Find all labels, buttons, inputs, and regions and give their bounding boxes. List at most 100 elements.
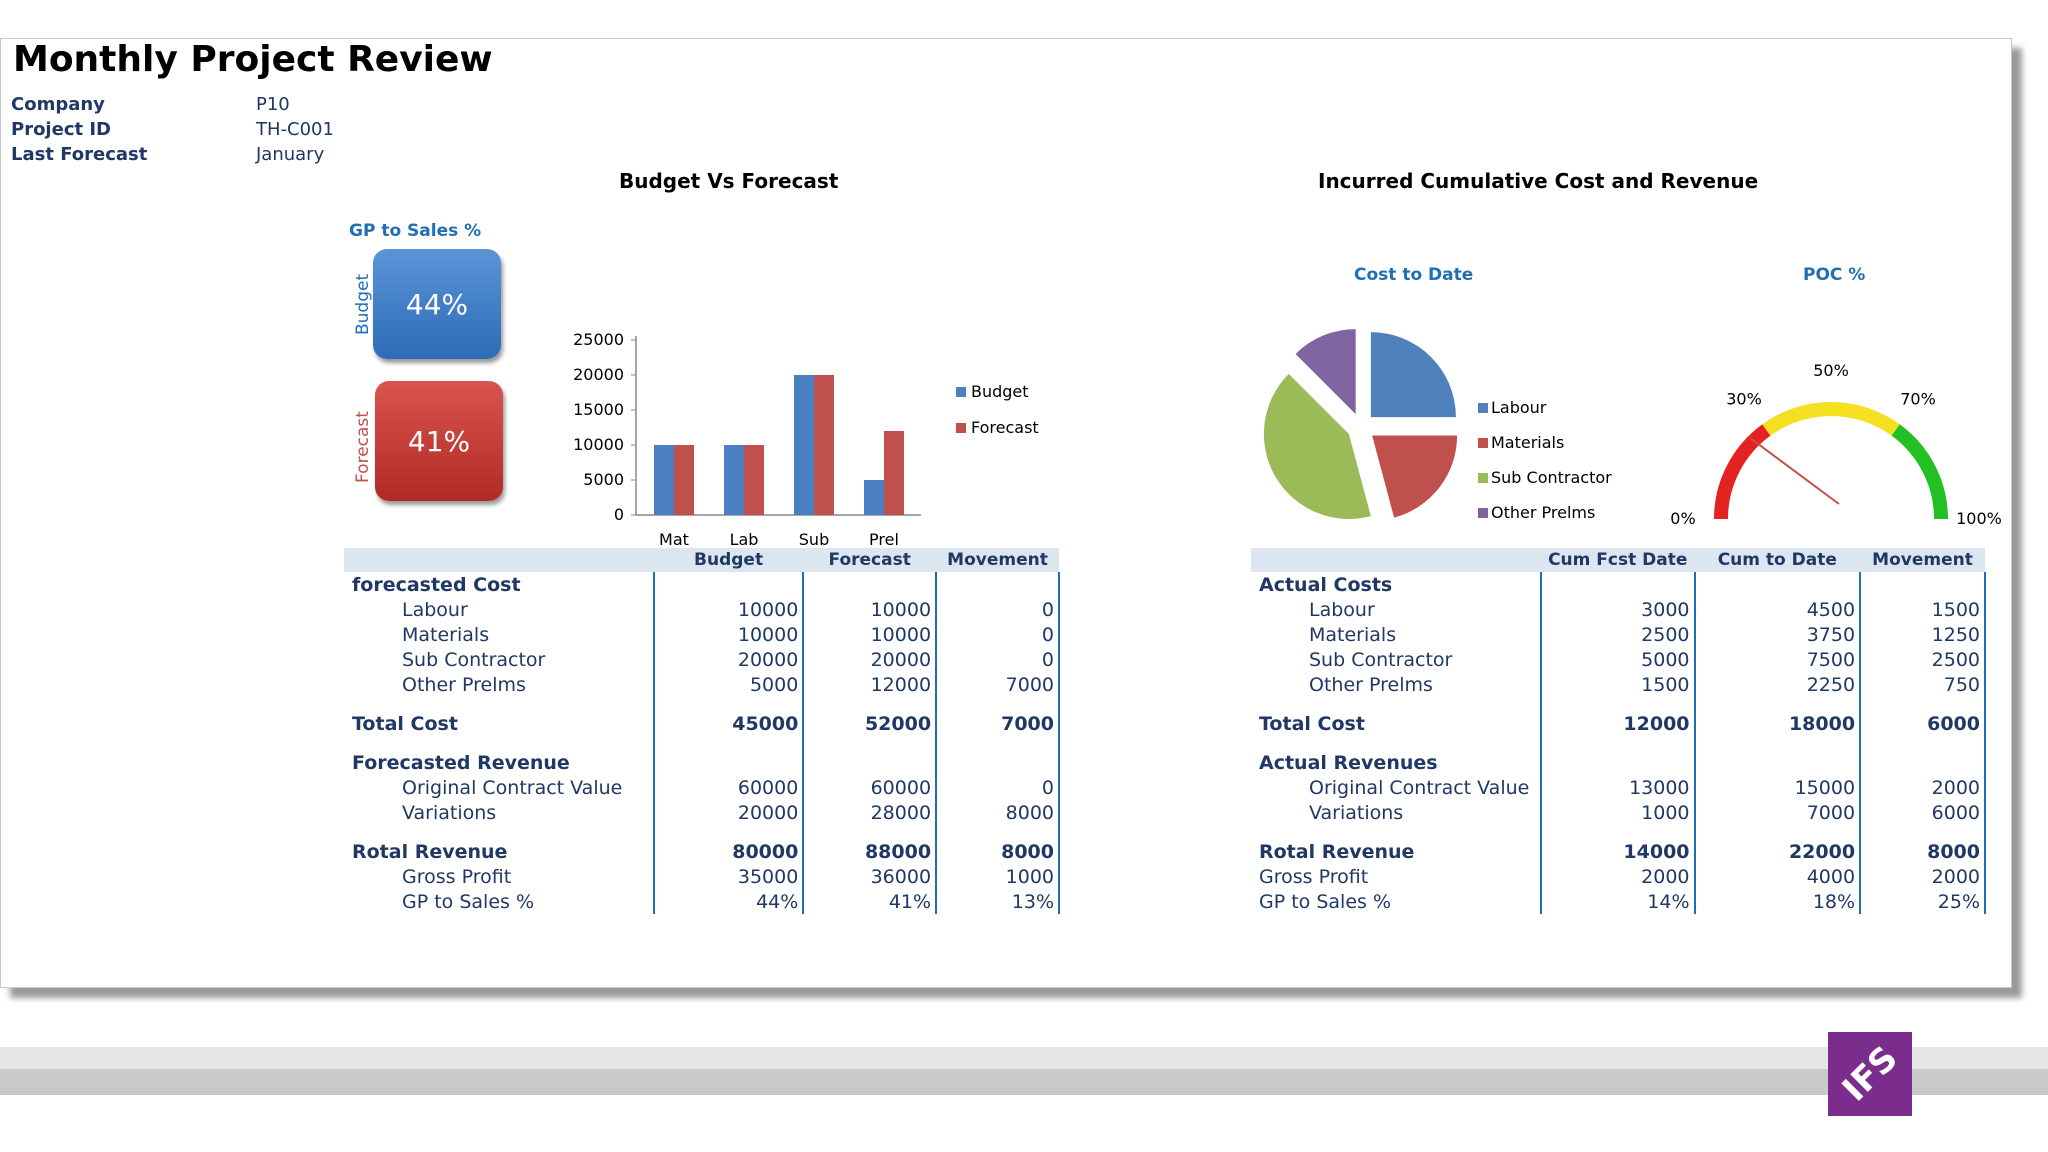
row-value (1540, 750, 1696, 775)
gauge-tick-label: 100% (1956, 509, 2002, 528)
row-value: 10000 (803, 597, 938, 622)
column-header: Cum to Date (1694, 548, 1861, 572)
info-label: Project ID (11, 119, 111, 140)
gp-budget-box: 44% (373, 249, 501, 359)
spacer-cell (1251, 736, 1542, 750)
row-label: Sub Contractor (344, 647, 655, 672)
row-value: 7000 (936, 672, 1060, 697)
row-value: 750 (1860, 672, 1986, 697)
column-header: Movement (936, 548, 1059, 572)
x-tick-label: Prel (869, 530, 899, 549)
gauge-band (1891, 424, 1948, 520)
table-row: Rotal Revenue 14000 22000 8000 (1251, 839, 1986, 864)
table-row: Materials 2500 3750 1250 (1251, 622, 1986, 647)
budget-bar-mat (654, 445, 674, 515)
gp-boxes-title: GP to Sales % (349, 221, 482, 241)
table-row: Total Cost 45000 52000 7000 (344, 711, 1060, 736)
pie-legend-label: Labour (1491, 398, 1547, 417)
row-value: 44% (653, 889, 805, 914)
gauge-band (1762, 402, 1900, 436)
row-label: Gross Profit (344, 864, 655, 889)
row-value: 0 (936, 622, 1060, 647)
row-value: 4000 (1694, 864, 1862, 889)
right-table: Cum Fcst Date Cum to Date Movement Actual C… (1251, 548, 1986, 914)
row-value: 2250 (1694, 672, 1862, 697)
table-row: Sub Contractor 20000 20000 0 (344, 647, 1060, 672)
row-label: Materials (1251, 622, 1542, 647)
table-row: Materials 10000 10000 0 (344, 622, 1060, 647)
gauge-needle (1749, 436, 1840, 505)
gauge-title: POC % (1803, 265, 1866, 285)
row-label: GP to Sales % (344, 889, 655, 914)
spacer-cell (936, 736, 1060, 750)
spacer-row (344, 825, 1060, 839)
row-label: forecasted Cost (344, 572, 655, 597)
row-value (803, 572, 938, 597)
table-row: Labour 10000 10000 0 (344, 597, 1060, 622)
row-value: 25% (1860, 889, 1986, 914)
table-row: Forecasted Revenue (344, 750, 1060, 775)
row-value: 20000 (803, 647, 938, 672)
row-value: 1000 (1540, 800, 1696, 825)
row-value: 8000 (1860, 839, 1986, 864)
spacer-cell (1251, 825, 1542, 839)
row-value: 2500 (1540, 622, 1696, 647)
spacer-cell (344, 736, 655, 750)
row-value: 22000 (1694, 839, 1862, 864)
footer-bar-dark (0, 1069, 2048, 1095)
row-value: 5000 (1540, 647, 1696, 672)
row-label: Total Cost (344, 711, 655, 736)
row-value (1694, 750, 1862, 775)
legend-label-forecast: Forecast (971, 418, 1039, 437)
row-value: 10000 (653, 622, 805, 647)
row-value: 14000 (1540, 839, 1696, 864)
budget-vs-forecast-chart: 0 5000 10000 15000 20000 25000 Mat Lab Sub Prel Bu… (573, 330, 1039, 549)
row-value (1860, 572, 1986, 597)
row-label: Actual Revenues (1251, 750, 1542, 775)
row-value: 45000 (653, 711, 805, 736)
row-value (1540, 572, 1696, 597)
report-sheet: Monthly Project Review Company P10 Project… (0, 38, 2012, 988)
spacer-row (344, 697, 1060, 711)
row-value: 8000 (936, 800, 1060, 825)
spacer-row (1251, 736, 1986, 750)
row-value: 3000 (1540, 597, 1696, 622)
gp-budget-value: 44% (405, 287, 469, 321)
row-value: 7500 (1694, 647, 1862, 672)
row-value: 13% (936, 889, 1060, 914)
row-label: Variations (1251, 800, 1542, 825)
gauge-band (1714, 424, 1771, 520)
pie-slice-sub-contractor (1263, 373, 1371, 519)
row-value: 5000 (653, 672, 805, 697)
logo-text: IFS (1834, 1038, 1906, 1110)
row-value: 15000 (1694, 775, 1862, 800)
info-value: P10 (256, 94, 290, 115)
budget-bar-prel (864, 480, 884, 515)
spacer-cell (1540, 697, 1696, 711)
bar-chart-title: Budget Vs Forecast (619, 169, 839, 193)
pie-slice-materials (1372, 435, 1458, 518)
row-label: Total Cost (1251, 711, 1542, 736)
table-row: Sub Contractor 5000 7500 2500 (1251, 647, 1986, 672)
cost-to-date-pie: Labour Materials Sub Contractor Other Prelm… (1263, 329, 1612, 522)
info-label: Company (11, 94, 105, 115)
row-value: 36000 (803, 864, 938, 889)
table-row: Other Prelms 5000 12000 7000 (344, 672, 1060, 697)
row-label: Labour (1251, 597, 1542, 622)
ifs-logo: IFS (1828, 1032, 1912, 1116)
row-value (653, 572, 805, 597)
forecast-bar-prel (884, 431, 904, 515)
forecast-bar-mat (674, 445, 694, 515)
row-value: 10000 (803, 622, 938, 647)
pie-slice-labour (1370, 332, 1456, 418)
row-value: 8000 (936, 839, 1060, 864)
row-value: 35000 (653, 864, 805, 889)
row-label: Variations (344, 800, 655, 825)
column-header: Forecast (803, 548, 937, 572)
right-section-title: Incurred Cumulative Cost and Revenue (1318, 169, 1759, 193)
spacer-cell (653, 825, 805, 839)
y-tick-label: 5000 (583, 470, 624, 489)
row-label: Actual Costs (1251, 572, 1542, 597)
info-label: Last Forecast (11, 144, 148, 165)
table-row: Labour 3000 4500 1500 (1251, 597, 1986, 622)
